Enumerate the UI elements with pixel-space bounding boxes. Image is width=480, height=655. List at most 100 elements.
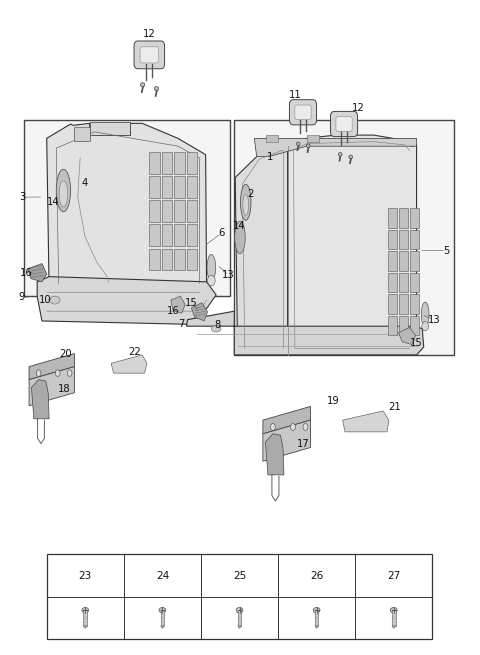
Circle shape — [55, 370, 60, 377]
Ellipse shape — [49, 296, 60, 304]
Ellipse shape — [159, 607, 166, 613]
Bar — [162, 152, 172, 174]
Text: 18: 18 — [58, 384, 71, 394]
Text: 12: 12 — [143, 29, 156, 39]
Polygon shape — [235, 146, 288, 355]
Ellipse shape — [421, 302, 429, 327]
Ellipse shape — [296, 142, 300, 145]
Ellipse shape — [154, 86, 159, 90]
Polygon shape — [111, 355, 147, 373]
Bar — [266, 135, 278, 141]
Ellipse shape — [59, 181, 68, 207]
Polygon shape — [265, 434, 284, 475]
Polygon shape — [263, 420, 311, 461]
Polygon shape — [29, 367, 74, 405]
Ellipse shape — [243, 195, 249, 215]
Bar — [149, 225, 160, 246]
Text: 15: 15 — [185, 298, 198, 308]
Polygon shape — [398, 328, 416, 345]
Ellipse shape — [82, 607, 89, 613]
Bar — [162, 225, 172, 246]
Ellipse shape — [211, 326, 221, 332]
Text: 11: 11 — [288, 90, 301, 100]
Ellipse shape — [313, 607, 320, 613]
Text: 13: 13 — [222, 271, 235, 280]
Text: 15: 15 — [410, 338, 423, 348]
Polygon shape — [84, 626, 87, 628]
Text: 2: 2 — [247, 189, 254, 199]
FancyBboxPatch shape — [74, 127, 91, 141]
Bar — [238, 610, 241, 626]
Polygon shape — [343, 411, 389, 432]
FancyBboxPatch shape — [331, 111, 358, 137]
Polygon shape — [263, 406, 311, 434]
Polygon shape — [90, 122, 130, 135]
Polygon shape — [238, 626, 241, 628]
Polygon shape — [288, 135, 417, 355]
Text: 20: 20 — [60, 348, 72, 358]
Ellipse shape — [235, 221, 245, 253]
FancyBboxPatch shape — [336, 117, 352, 131]
Text: 25: 25 — [233, 571, 246, 581]
Ellipse shape — [349, 155, 353, 159]
Circle shape — [270, 424, 276, 430]
Bar — [388, 208, 397, 228]
FancyBboxPatch shape — [140, 47, 158, 63]
FancyBboxPatch shape — [134, 41, 165, 69]
Bar — [388, 230, 397, 250]
Bar — [410, 230, 420, 250]
Bar — [410, 272, 420, 292]
Text: 17: 17 — [297, 439, 310, 449]
Text: 14: 14 — [233, 221, 245, 231]
Text: 16: 16 — [20, 268, 33, 278]
Bar — [149, 152, 160, 174]
Bar — [84, 610, 87, 626]
Circle shape — [422, 322, 429, 331]
Bar — [399, 208, 408, 228]
Bar — [388, 316, 397, 335]
Ellipse shape — [306, 144, 310, 147]
Polygon shape — [315, 626, 318, 628]
Polygon shape — [192, 303, 207, 321]
Bar — [149, 200, 160, 222]
Polygon shape — [32, 380, 49, 419]
Bar — [162, 200, 172, 222]
Bar — [410, 316, 420, 335]
Bar — [174, 249, 185, 270]
Text: 10: 10 — [39, 295, 52, 305]
Text: 12: 12 — [352, 103, 365, 113]
Bar — [149, 249, 160, 270]
Bar — [234, 120, 454, 355]
Circle shape — [290, 424, 296, 430]
Bar — [187, 249, 197, 270]
Text: 1: 1 — [266, 151, 273, 162]
Text: 5: 5 — [443, 246, 449, 255]
Bar — [399, 251, 408, 271]
Polygon shape — [47, 123, 206, 290]
Text: 4: 4 — [82, 178, 88, 188]
Polygon shape — [37, 276, 216, 324]
Polygon shape — [161, 626, 164, 628]
Text: 13: 13 — [427, 314, 440, 325]
Text: 6: 6 — [219, 228, 225, 238]
Bar — [187, 152, 197, 174]
Bar — [410, 251, 420, 271]
Text: 22: 22 — [129, 347, 142, 357]
Bar — [162, 249, 172, 270]
Text: 24: 24 — [156, 571, 169, 581]
Bar — [388, 251, 397, 271]
Text: 3: 3 — [19, 192, 25, 202]
Polygon shape — [254, 138, 417, 157]
Bar — [410, 294, 420, 314]
Circle shape — [303, 424, 308, 430]
Polygon shape — [392, 626, 396, 628]
Text: 26: 26 — [310, 571, 323, 581]
Bar — [174, 152, 185, 174]
Bar — [174, 200, 185, 222]
Text: 8: 8 — [214, 320, 220, 330]
Circle shape — [207, 275, 215, 286]
Polygon shape — [187, 311, 424, 355]
Ellipse shape — [56, 170, 71, 212]
Text: 14: 14 — [47, 197, 59, 207]
Bar — [187, 225, 197, 246]
